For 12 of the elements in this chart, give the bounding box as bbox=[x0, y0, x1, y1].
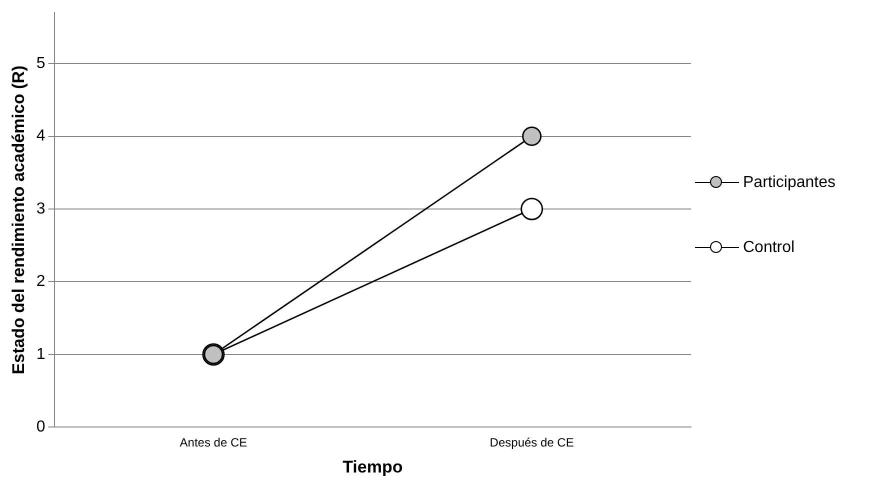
y-tick-label: 0 bbox=[36, 418, 46, 436]
y-tick-label: 2 bbox=[36, 273, 46, 290]
y-axis-title: Estado del rendimiento académico (R) bbox=[8, 65, 28, 374]
y-tick-label: 4 bbox=[36, 128, 46, 145]
x-tick-label: Después de CE bbox=[490, 436, 574, 450]
x-axis-title: Tiempo bbox=[342, 457, 403, 476]
x-tick-label: Antes de CE bbox=[180, 436, 248, 450]
y-tick-label: 5 bbox=[36, 54, 46, 72]
legend-label: Participantes bbox=[743, 174, 836, 192]
y-tick-label: 1 bbox=[36, 346, 46, 363]
legend-label: Control bbox=[743, 238, 795, 256]
y-tick-label: 3 bbox=[36, 200, 46, 218]
